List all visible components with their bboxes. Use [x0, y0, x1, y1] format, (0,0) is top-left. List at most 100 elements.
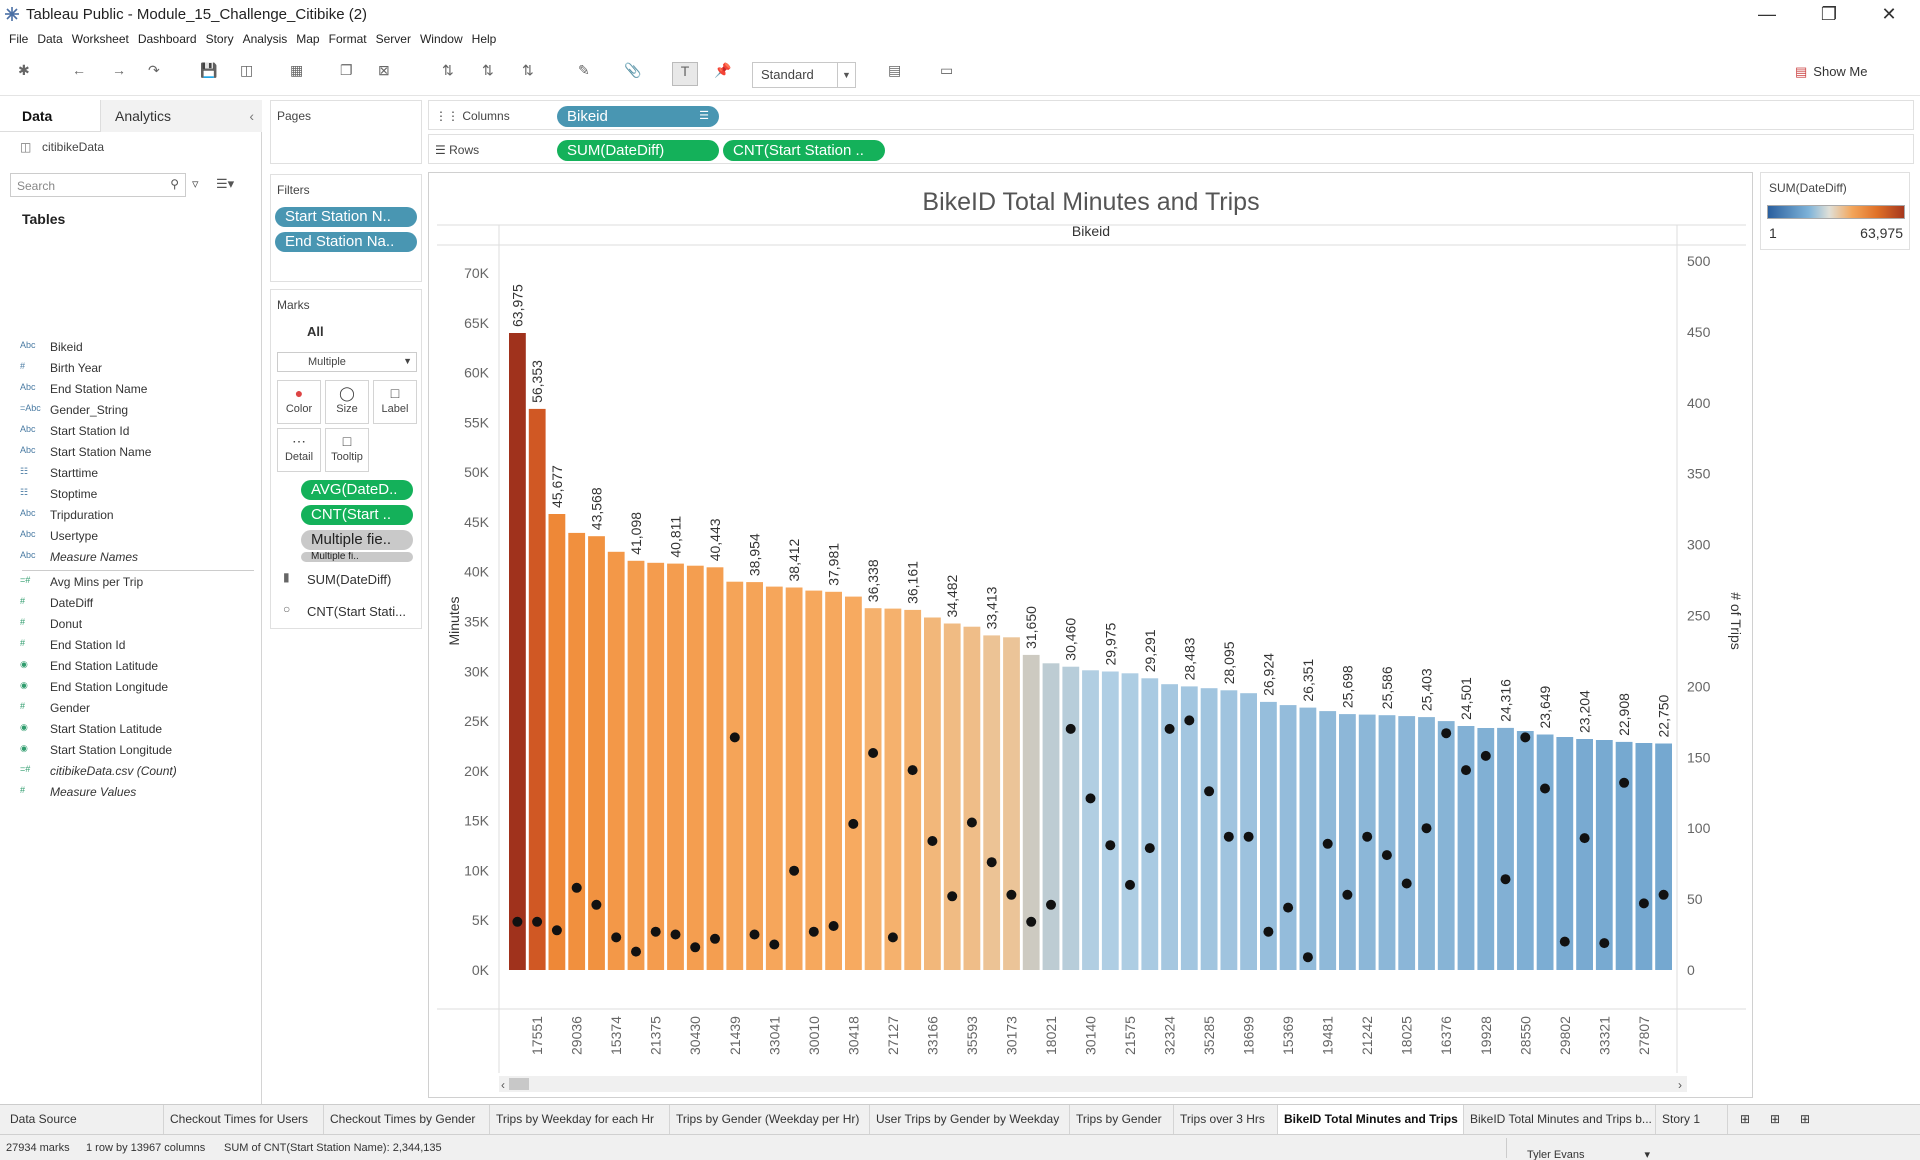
marks-pill-multiple-fields[interactable]: Multiple fie..: [301, 530, 413, 550]
field-measure-values[interactable]: # Measure Values: [0, 783, 260, 804]
columns-pill-bikeid[interactable]: Bikeid ☰: [557, 106, 719, 127]
presentation-icon[interactable]: ▭: [940, 62, 954, 78]
detail-button[interactable]: ⋯ Detail: [277, 428, 321, 472]
menu-story[interactable]: Story: [205, 32, 234, 46]
field-end-station-name[interactable]: Abc End Station Name: [0, 380, 260, 401]
color-legend[interactable]: SUM(DateDiff) 1 63,975: [1760, 172, 1910, 250]
restore-icon[interactable]: ❐: [1820, 4, 1838, 24]
rows-shelf[interactable]: ☰ Rows SUM(DateDiff) CNT(Start Station .…: [428, 134, 1914, 164]
minimize-icon[interactable]: —: [1758, 4, 1776, 24]
new-story-icon[interactable]: ⊞: [1800, 1112, 1811, 1126]
replay-icon[interactable]: ↷: [148, 62, 160, 78]
new-worksheet-icon[interactable]: ▦: [290, 62, 304, 78]
field-stoptime[interactable]: ☷ Stoptime: [0, 485, 260, 506]
group-icon[interactable]: 📎: [624, 62, 642, 78]
sheet-tab-trips-by-gender[interactable]: Trips by Gender: [1070, 1105, 1174, 1134]
filter-icon[interactable]: ▿: [192, 176, 199, 191]
field-tripduration[interactable]: Abc Tripduration: [0, 506, 260, 527]
marks-section-cnt-start[interactable]: CNT(Start Stati...: [307, 604, 406, 619]
redo-icon[interactable]: →: [112, 62, 126, 78]
menu-format[interactable]: Format: [328, 32, 367, 46]
field-start-station-longitude[interactable]: ◉ Start Station Longitude: [0, 741, 260, 762]
show-me-button[interactable]: ▤ Show Me: [1795, 64, 1868, 80]
field-start-station-latitude[interactable]: ◉ Start Station Latitude: [0, 720, 260, 741]
search-input[interactable]: Search ⚲: [10, 173, 186, 197]
save-icon[interactable]: 💾: [200, 62, 218, 78]
field-usertype[interactable]: Abc Usertype: [0, 527, 260, 548]
field-citibikedata-csv-count-[interactable]: =# citibikeData.csv (Count): [0, 762, 260, 783]
show-cards-icon[interactable]: ▤: [888, 62, 902, 78]
sheet-tab-trips-by-weekday-for-each-hr[interactable]: Trips by Weekday for each Hr: [490, 1105, 670, 1134]
field-birth-year[interactable]: # Birth Year: [0, 359, 260, 380]
field-measure-names[interactable]: Abc Measure Names: [0, 548, 260, 569]
menu-server[interactable]: Server: [375, 32, 411, 46]
tooltip-button[interactable]: □ Tooltip: [325, 428, 369, 472]
sort-asc-icon[interactable]: ⇅: [482, 62, 494, 78]
menu-worksheet[interactable]: Worksheet: [71, 32, 129, 46]
filter-pill-end-station[interactable]: End Station Na..: [275, 232, 417, 252]
rows-pill-sum-datediff[interactable]: SUM(DateDiff): [557, 140, 719, 161]
field-donut[interactable]: # Donut: [0, 615, 260, 636]
color-button[interactable]: ● Color: [277, 380, 321, 424]
marks-pill-cnt-start[interactable]: CNT(Start ..: [301, 505, 413, 525]
label-button[interactable]: □ Label: [373, 380, 417, 424]
filter-pill-start-station[interactable]: Start Station N..: [275, 207, 417, 227]
field-gender[interactable]: # Gender: [0, 699, 260, 720]
menu-map[interactable]: Map: [296, 32, 320, 46]
marks-pill-multiple-fields-2[interactable]: Multiple fi..: [301, 552, 413, 562]
sheet-tab-story-1[interactable]: Story 1: [1656, 1105, 1728, 1134]
columns-shelf[interactable]: ⋮⋮ Columns Bikeid ☰: [428, 100, 1914, 130]
pages-shelf[interactable]: Pages: [270, 100, 422, 164]
user-select[interactable]: Tyler Evans ▾: [1506, 1138, 1654, 1160]
menu-help[interactable]: Help: [471, 32, 497, 46]
marks-section-sum-datediff[interactable]: SUM(DateDiff): [307, 572, 392, 587]
duplicate-icon[interactable]: ❐: [340, 62, 353, 78]
field-starttime[interactable]: ☷ Starttime: [0, 464, 260, 485]
swap-icon[interactable]: ⇅: [442, 62, 454, 78]
sheet-tab-user-trips-by-gender-by-weekday[interactable]: User Trips by Gender by Weekday: [870, 1105, 1070, 1134]
new-datasource-icon[interactable]: ◫: [240, 62, 254, 78]
sheet-tab-trips-by-gender-weekday-per-hr-[interactable]: Trips by Gender (Weekday per Hr): [670, 1105, 870, 1134]
filters-shelf[interactable]: Filters Start Station N.. End Station Na…: [270, 174, 422, 282]
field-end-station-latitude[interactable]: ◉ End Station Latitude: [0, 657, 260, 678]
menu-analysis[interactable]: Analysis: [242, 32, 288, 46]
datasource-name[interactable]: citibikeData: [42, 140, 105, 154]
field-datediff[interactable]: # DateDiff: [0, 594, 260, 615]
field-end-station-id[interactable]: # End Station Id: [0, 636, 260, 657]
sort-desc-icon[interactable]: ⇅: [522, 62, 534, 78]
marks-all-tab[interactable]: All: [307, 324, 324, 339]
field-avg-mins-per-trip[interactable]: =# Avg Mins per Trip: [0, 573, 260, 594]
sheet-tab-checkout-times-by-gender[interactable]: Checkout Times by Gender: [324, 1105, 490, 1134]
fit-select[interactable]: Standard ▼: [752, 62, 856, 88]
field-end-station-longitude[interactable]: ◉ End Station Longitude: [0, 678, 260, 699]
tab-analytics[interactable]: Analytics ‹: [100, 100, 262, 132]
fix-axes-icon[interactable]: 📌: [714, 62, 732, 78]
new-dashboard-icon[interactable]: ⊞: [1770, 1112, 1781, 1126]
tableau-home-icon[interactable]: ✱: [18, 62, 30, 78]
field-bikeid[interactable]: Abc Bikeid: [0, 338, 260, 359]
show-labels-icon[interactable]: T: [672, 62, 698, 86]
sheet-tab-bikeid-total-minutes-and-trips-b-[interactable]: BikeID Total Minutes and Trips b...: [1464, 1105, 1656, 1134]
field-start-station-id[interactable]: Abc Start Station Id: [0, 422, 260, 443]
undo-icon[interactable]: ←: [72, 62, 86, 78]
menu-dashboard[interactable]: Dashboard: [137, 32, 197, 46]
field-gender-string[interactable]: =Abc Gender_String: [0, 401, 260, 422]
marks-pill-avg-datediff[interactable]: AVG(DateD..: [301, 480, 413, 500]
field-start-station-name[interactable]: Abc Start Station Name: [0, 443, 260, 464]
rows-pill-cnt-start[interactable]: CNT(Start Station ..: [723, 140, 885, 161]
clear-sheet-icon[interactable]: ⊠: [378, 62, 390, 78]
tab-data[interactable]: Data: [22, 108, 53, 124]
menu-window[interactable]: Window: [419, 32, 463, 46]
sheet-tab-bikeid-total-minutes-and-trips[interactable]: BikeID Total Minutes and Trips: [1278, 1105, 1464, 1134]
collapse-icon[interactable]: ‹: [249, 108, 254, 124]
new-sheet-icon[interactable]: ⊞: [1740, 1112, 1751, 1126]
menu-data[interactable]: Data: [37, 32, 63, 46]
size-button[interactable]: ◯ Size: [325, 380, 369, 424]
view-options-icon[interactable]: ☰▾: [216, 176, 235, 191]
sheet-tab-data-source[interactable]: Data Source: [4, 1105, 164, 1134]
close-icon[interactable]: ✕: [1881, 4, 1897, 24]
mark-type-select[interactable]: Multiple ▼: [277, 352, 417, 372]
sheet-tab-checkout-times-for-users[interactable]: Checkout Times for Users: [164, 1105, 324, 1134]
menu-file[interactable]: File: [9, 32, 29, 46]
sheet-tab-trips-over-3-hrs[interactable]: Trips over 3 Hrs: [1174, 1105, 1278, 1134]
